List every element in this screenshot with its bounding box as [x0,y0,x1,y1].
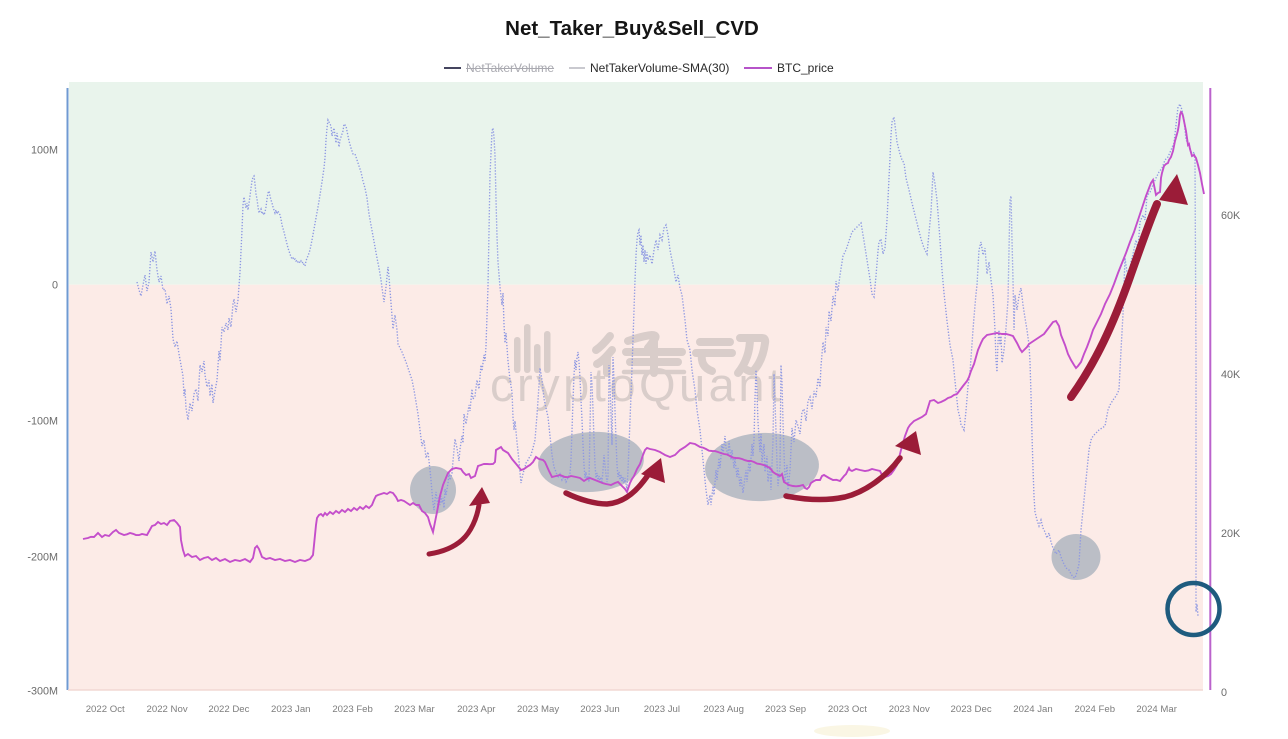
svg-text:2023 Jul: 2023 Jul [644,704,680,715]
svg-text:2023 May: 2023 May [517,704,559,715]
svg-text:2023 Jun: 2023 Jun [580,704,619,715]
svg-text:2023 Oct: 2023 Oct [828,704,867,715]
svg-text:2023 Jan: 2023 Jan [271,704,310,715]
svg-text:2023 Feb: 2023 Feb [332,704,373,715]
svg-text:2024 Jan: 2024 Jan [1013,704,1052,715]
svg-text:2023 Nov: 2023 Nov [889,704,930,715]
svg-text:2024 Mar: 2024 Mar [1136,704,1177,715]
svg-text:2023 Sep: 2023 Sep [765,704,806,715]
svg-text:2023 Apr: 2023 Apr [457,704,496,715]
svg-text:cryptoQuant: cryptoQuant [490,358,785,411]
svg-text:2023 Dec: 2023 Dec [951,704,992,715]
svg-text:2022 Oct: 2022 Oct [86,704,125,715]
svg-text:40K: 40K [1221,369,1241,381]
svg-text:2023 Mar: 2023 Mar [394,704,435,715]
svg-text:0: 0 [52,280,58,292]
svg-text:0: 0 [1221,687,1227,699]
svg-text:20K: 20K [1221,528,1241,540]
svg-text:2023 Aug: 2023 Aug [703,704,744,715]
svg-text:2022 Nov: 2022 Nov [147,704,188,715]
svg-text:2024 Feb: 2024 Feb [1075,704,1116,715]
svg-text:-300M: -300M [27,686,58,698]
svg-text:-100M: -100M [27,416,58,428]
svg-text:-200M: -200M [27,551,58,563]
svg-text:60K: 60K [1221,210,1241,222]
svg-text:2022 Dec: 2022 Dec [208,704,249,715]
svg-text:100M: 100M [31,145,58,157]
